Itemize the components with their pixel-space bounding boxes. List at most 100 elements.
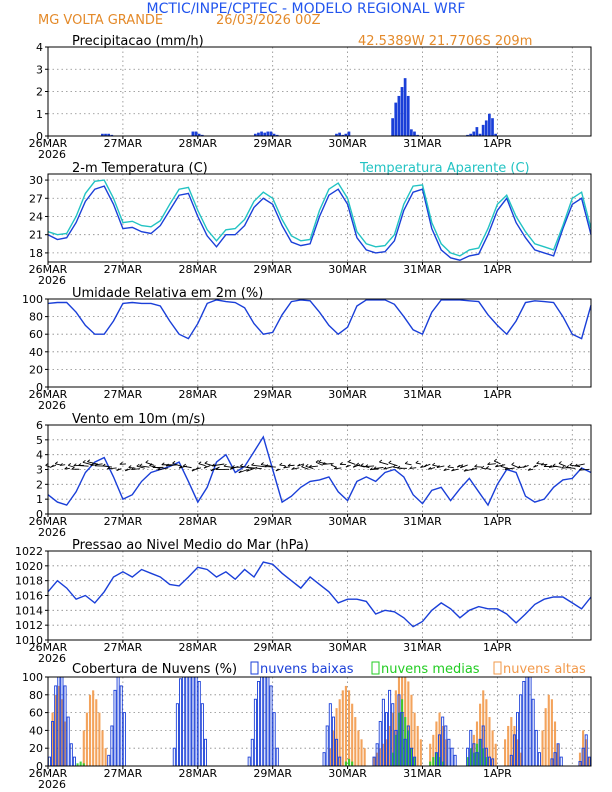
y-tick-label: 20 xyxy=(29,742,43,755)
wind-arrow-head xyxy=(116,468,120,471)
precip-bar xyxy=(194,131,198,136)
wind-arrow xyxy=(574,463,585,467)
x-tick-label: 1APR xyxy=(483,388,512,401)
cloud-bar-nuvens-medias xyxy=(475,743,479,766)
y-tick-label: 21 xyxy=(29,229,43,242)
cloud-bar-nuvens-altas xyxy=(482,690,485,766)
x-tick-label: 27MAR xyxy=(104,137,143,150)
wind-arrow xyxy=(356,464,365,468)
precip-bar xyxy=(275,134,279,136)
wind-arrow xyxy=(373,466,384,470)
cloud-bar-nuvens-baixas xyxy=(453,754,457,767)
cloud-bar-nuvens-baixas xyxy=(272,712,276,767)
cloud-bar-nuvens-medias xyxy=(404,717,407,766)
cloud-bar-nuvens-altas xyxy=(407,681,410,766)
y-tick-label: 40 xyxy=(29,724,43,737)
y-tick-label: 5 xyxy=(36,434,43,447)
y-tick-label: 100 xyxy=(22,293,43,306)
x-year-label: 2026 xyxy=(38,778,66,791)
wind-arrow xyxy=(517,466,524,469)
wind-arrow-head xyxy=(71,466,75,470)
wind-arrow xyxy=(451,468,459,472)
cloud-bar-nuvens-altas xyxy=(382,743,385,766)
wind-arrow-head xyxy=(561,465,565,469)
cloud-bar-nuvens-baixas xyxy=(250,738,254,767)
panel-title-precipitation: Precipitacao (mm/h) xyxy=(72,34,204,49)
wind-arrow xyxy=(301,466,309,470)
y-tick-label: 20 xyxy=(29,363,43,376)
cloud-bar-nuvens-medias xyxy=(410,748,413,766)
y-tick-label: 4 xyxy=(36,449,43,462)
wind-arrow xyxy=(494,460,501,465)
precip-bar xyxy=(416,134,419,136)
y-tick-label: 60 xyxy=(29,707,43,720)
precip-bar xyxy=(104,133,107,136)
precip-bar xyxy=(475,127,479,136)
wind-arrow-head xyxy=(203,465,207,469)
series-line-umidade-relativa xyxy=(47,299,592,340)
x-year-label: 2026 xyxy=(38,526,66,539)
y-tick-label: 1012 xyxy=(15,619,43,632)
precip-bar xyxy=(253,133,257,136)
wind-arrow-head xyxy=(215,467,219,470)
x-year-label: 2026 xyxy=(38,652,66,665)
wind-arrow xyxy=(334,467,342,470)
y-tick-label: 1020 xyxy=(15,560,43,573)
wind-arrow-head xyxy=(373,466,377,470)
legend-label-mid-clouds: nuvens medias xyxy=(381,662,480,677)
x-tick-label: 28MAR xyxy=(178,137,217,150)
wind-arrow-head xyxy=(415,460,419,464)
precip-bar xyxy=(403,78,407,136)
cloud-bar-nuvens-baixas xyxy=(69,743,73,767)
cloud-bar-nuvens-baixas xyxy=(113,689,117,767)
y-tick-label: 3 xyxy=(36,464,43,477)
legend-label-high-clouds: nuvens altas xyxy=(503,662,586,677)
y-tick-label: 1016 xyxy=(15,590,43,603)
wind-arrow xyxy=(322,463,333,465)
y-tick-label: 1010 xyxy=(15,634,43,647)
wind-arrow xyxy=(183,465,192,469)
x-tick-label: 27MAR xyxy=(104,641,143,654)
wind-arrow-head xyxy=(210,468,214,472)
precip-bar xyxy=(484,120,488,136)
wind-arrow-head xyxy=(369,467,373,471)
x-tick-label: 26MAR xyxy=(29,767,68,780)
wind-arrow-head xyxy=(87,459,91,463)
precip-bar xyxy=(410,129,413,136)
cloud-bar-nuvens-baixas xyxy=(325,725,329,767)
cloud-bar-nuvens-altas xyxy=(491,730,494,766)
x-tick-label: 1APR xyxy=(483,641,512,654)
cloud-bar-nuvens-medias xyxy=(413,757,416,766)
cloud-bar-nuvens-altas xyxy=(585,739,588,766)
x-tick-label: 26MAR xyxy=(29,641,68,654)
wind-arrow-head xyxy=(548,465,552,468)
wind-arrow xyxy=(251,464,267,468)
wind-arrow-head xyxy=(536,461,540,464)
wind-arrow xyxy=(379,461,389,466)
wind-arrow xyxy=(283,466,290,469)
wind-arrow xyxy=(409,467,417,470)
x-year-label: 2026 xyxy=(38,148,66,161)
x-tick-label: 27MAR xyxy=(104,263,143,276)
cloud-bar-nuvens-altas xyxy=(60,699,64,766)
wind-arrow-head xyxy=(569,462,573,466)
cloud-bar-nuvens-altas xyxy=(416,725,419,766)
y-tick-label: 80 xyxy=(29,311,43,324)
cloud-bar-nuvens-altas xyxy=(92,690,95,766)
cloud-bar-nuvens-altas xyxy=(394,690,397,766)
wind-arrow-head xyxy=(198,461,202,465)
panel-frame xyxy=(47,46,592,137)
cloud-bar-nuvens-altas xyxy=(354,717,357,766)
wind-arrow xyxy=(145,462,155,466)
cloud-bar-nuvens-baixas xyxy=(72,756,76,767)
cloud-bar-nuvens-altas xyxy=(332,730,335,766)
cloud-bar-nuvens-altas xyxy=(344,685,347,766)
wind-arrow-head xyxy=(533,464,537,468)
y-tick-label: 1018 xyxy=(15,575,43,588)
y-tick-label: 80 xyxy=(29,689,43,702)
cloud-bar-nuvens-altas xyxy=(410,694,413,766)
x-tick-label: 29MAR xyxy=(253,137,292,150)
cloud-bar-nuvens-baixas xyxy=(47,756,51,767)
legend-swatch-low-clouds xyxy=(250,661,259,675)
y-tick-label: 24 xyxy=(29,210,43,223)
